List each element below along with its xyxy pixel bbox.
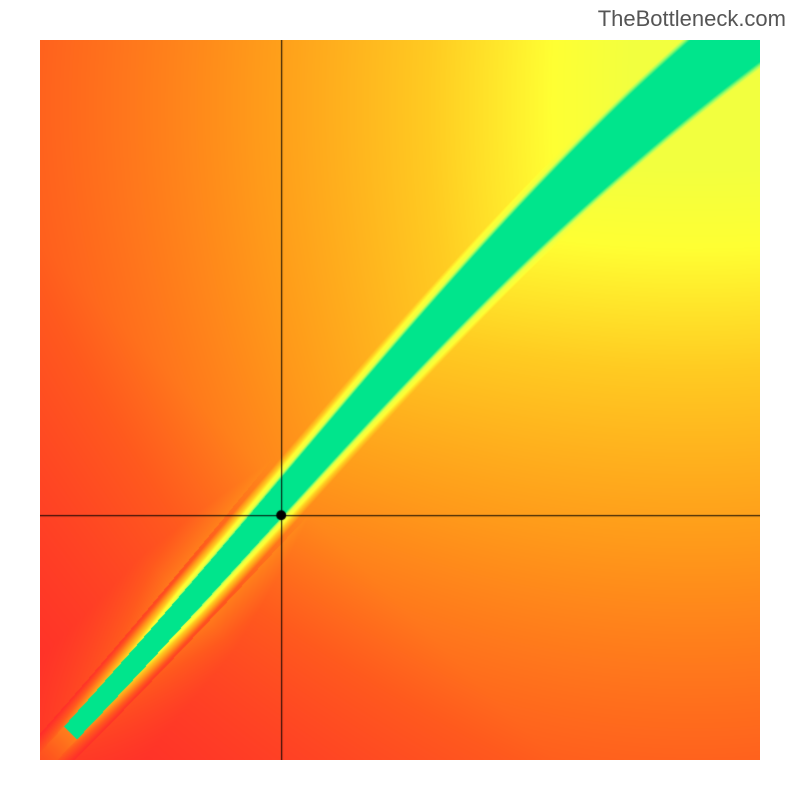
attribution-text: TheBottleneck.com [598,6,786,32]
heatmap-plot [40,40,760,760]
chart-container: TheBottleneck.com [0,0,800,800]
heatmap-canvas [40,40,760,760]
